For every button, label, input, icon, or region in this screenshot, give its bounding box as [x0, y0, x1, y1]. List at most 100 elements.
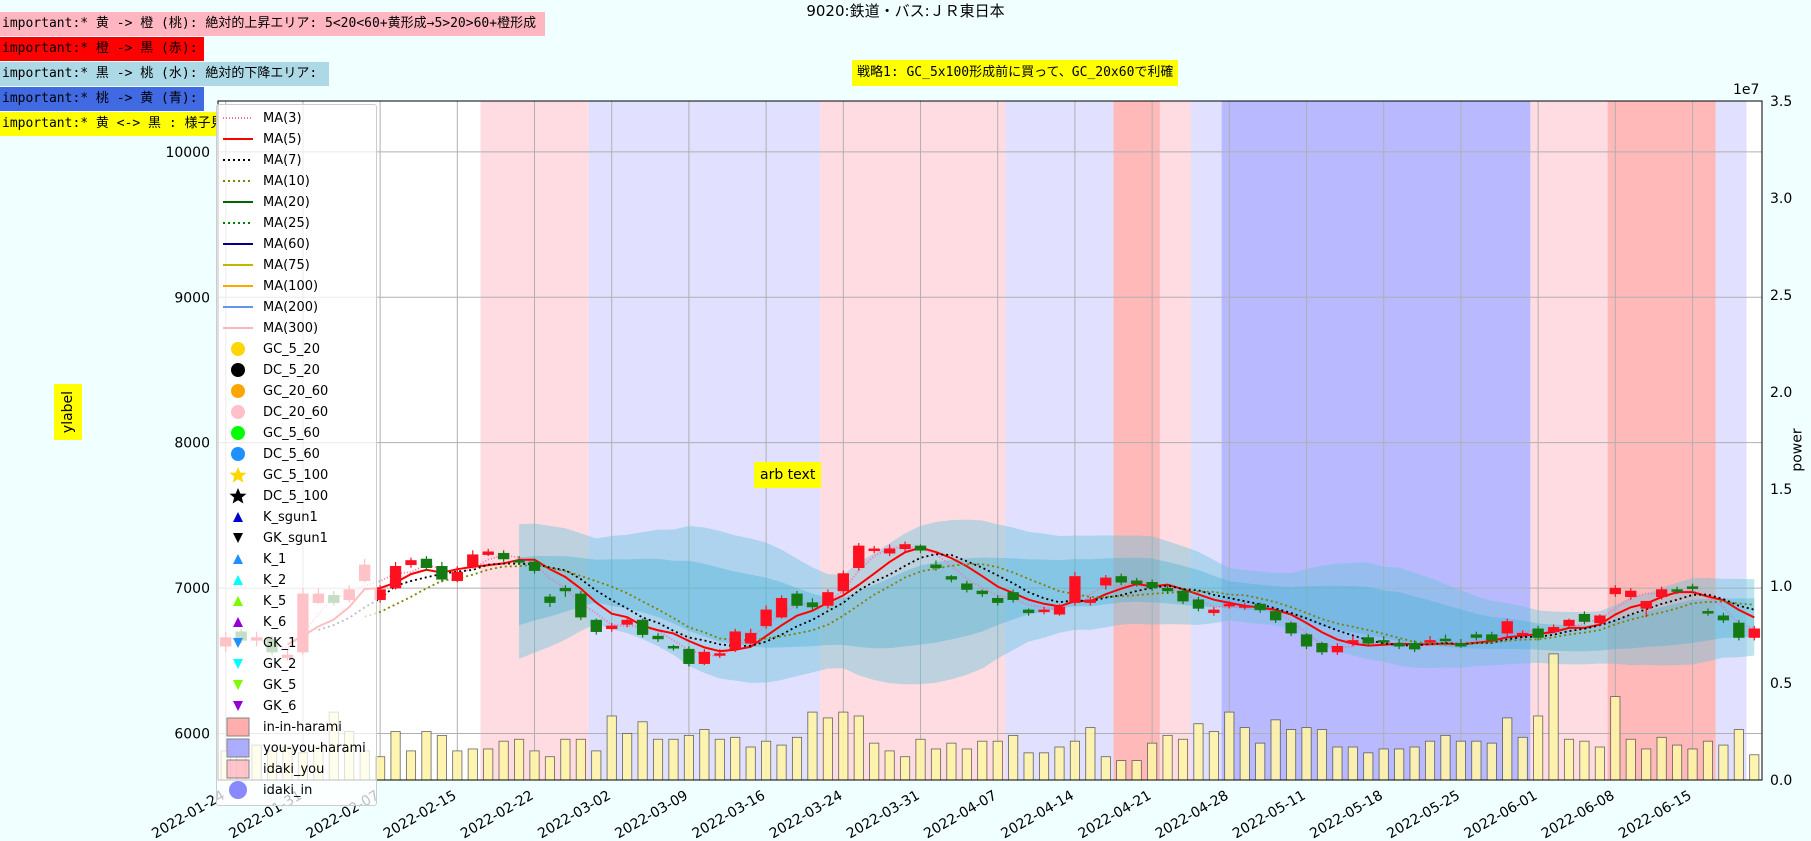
candle-body: [1208, 609, 1220, 614]
legend-label: K_5: [263, 593, 287, 609]
legend-entry: K_1: [221, 549, 286, 569]
volume-bar: [1193, 723, 1204, 781]
candle-body: [420, 558, 433, 568]
volume-bar: [714, 738, 725, 781]
legend-label: MA(200): [263, 299, 319, 315]
legend-entry: DC_5_20: [221, 360, 320, 380]
candle-body: [451, 571, 463, 582]
legend-label: K_sgun1: [263, 509, 318, 525]
chart-legend: MA(3) MA(5) MA(7) MA(10) MA(20) MA(25) MA(60) M…: [216, 104, 377, 806]
legend-entry: K_5: [221, 591, 286, 611]
legend-swatch: [223, 306, 253, 308]
volume-bar: [807, 711, 818, 781]
legend-entry: idaki_you: [221, 759, 324, 779]
volume-bar: [1641, 748, 1652, 781]
candle-body: [1007, 592, 1019, 600]
legend-entry: MA(300): [221, 318, 318, 338]
candle-body: [1362, 637, 1374, 644]
region-band-3: [820, 101, 1006, 780]
volume-bar: [483, 748, 494, 781]
candle-body: [961, 583, 973, 590]
volume-bar: [1579, 740, 1590, 781]
legend-swatch: [223, 264, 253, 266]
x-tick-label: 2022-03-16: [690, 788, 769, 841]
volume-bar: [1563, 738, 1575, 781]
candle-body: [1717, 615, 1730, 621]
y2-exponent-label: 1e7: [1733, 82, 1760, 98]
legend-swatch: [223, 285, 253, 287]
legend-swatch-shape: [229, 488, 247, 504]
legend-swatch: [229, 781, 247, 799]
important-note-1: important:* 黄 -> 橙 (桃): 絶対的上昇エリア: 5<20<6…: [0, 12, 545, 36]
legend-entry: MA(10): [221, 171, 310, 191]
volume-bar: [668, 738, 679, 781]
candle-body: [930, 564, 942, 568]
candle-body: [389, 566, 402, 589]
candle-body: [976, 590, 988, 595]
legend-label: idaki_you: [263, 761, 325, 777]
volume-bar: [1069, 740, 1080, 781]
y-axis-label: ylabel: [54, 384, 82, 440]
x-tick-label: 2022-06-08: [1539, 788, 1617, 841]
volume-bar: [1702, 740, 1713, 781]
legend-entry: in-in-harami: [221, 717, 342, 737]
x-tick-label: 2022-04-14: [998, 788, 1077, 841]
volume-bar: [1548, 653, 1559, 781]
region-band-5: [1113, 101, 1160, 780]
x-tick-label: 2022-03-31: [844, 788, 922, 841]
legend-swatch: [231, 342, 245, 356]
region-band-4: [1005, 101, 1114, 780]
candle-body: [837, 573, 849, 592]
candle-body: [1578, 613, 1591, 622]
band-inner: [519, 555, 1755, 652]
legend-label: MA(100): [263, 278, 319, 294]
chart-title: 9020:鉄道・バス:ＪＲ東日本: [806, 2, 1005, 20]
volume-bar: [1687, 748, 1698, 781]
volume-bar: [575, 738, 586, 781]
region-band-11: [1715, 101, 1747, 780]
candle-body: [1594, 615, 1606, 624]
legend-swatch: [226, 717, 250, 737]
legend-entry: idaki_in: [221, 780, 312, 800]
volume-bar: [1455, 740, 1466, 781]
candle-body: [652, 635, 664, 640]
candle-body: [899, 544, 911, 550]
volume-bar: [544, 756, 555, 781]
volume-bar: [560, 738, 571, 781]
legend-swatch: [223, 159, 253, 161]
region-band-9: [1530, 101, 1608, 780]
volume-bar: [498, 740, 509, 781]
candle-body: [1378, 640, 1390, 643]
volume-bar: [1116, 760, 1127, 781]
candle-body: [1408, 643, 1421, 650]
volume-bar: [467, 748, 478, 781]
volume-bar: [1162, 734, 1173, 781]
candle-body: [1424, 640, 1436, 643]
candle-body: [1470, 634, 1483, 638]
y-tick-label: 9000: [174, 290, 210, 306]
candle-body: [1563, 619, 1575, 627]
candle-body: [868, 548, 880, 552]
y2-tick-label: 2.0: [1770, 385, 1792, 401]
volume-bar: [1301, 727, 1312, 781]
legend-swatch-shape: [233, 554, 243, 564]
x-tick-label: 2022-03-09: [612, 788, 690, 841]
legend-swatch: [233, 554, 243, 564]
volume-bar: [1100, 756, 1111, 781]
legend-swatch: [233, 638, 243, 648]
candle-body: [1671, 589, 1683, 592]
legend-swatch: [233, 680, 243, 690]
legend-entry: GK_6: [221, 696, 296, 716]
volume-bar: [1316, 729, 1327, 781]
volume-bar: [761, 740, 772, 781]
legend-label: GC_5_100: [263, 467, 329, 483]
candle-body: [1300, 634, 1313, 647]
volume-bar: [622, 733, 633, 781]
legend-entry: MA(5): [221, 129, 302, 149]
region-band-10: [1607, 101, 1716, 780]
legend-entry: MA(20): [221, 192, 310, 212]
volume-bar: [1239, 727, 1250, 781]
important-note-4: important:* 桃 -> 黄 (青):: [0, 87, 204, 111]
legend-label: GC_5_60: [263, 425, 320, 441]
volume-bar: [699, 729, 710, 781]
